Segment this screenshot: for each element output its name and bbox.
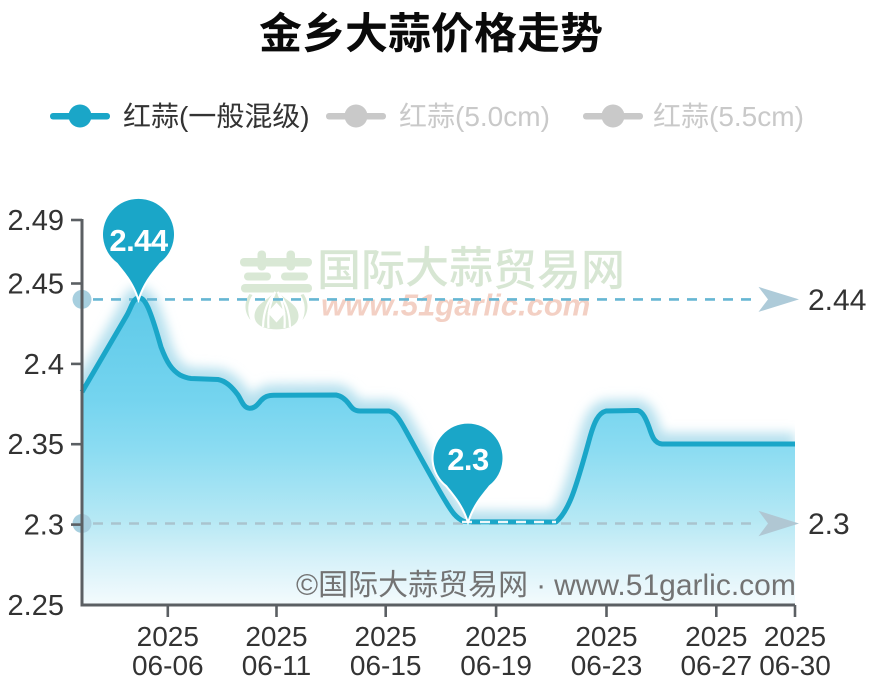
svg-text:(: ( xyxy=(179,101,189,132)
svg-text:2025: 2025 xyxy=(764,621,826,652)
svg-text:·: · xyxy=(536,569,546,602)
svg-text:06-19: 06-19 xyxy=(460,650,532,681)
svg-text:06-06: 06-06 xyxy=(132,650,204,681)
svg-text:06-30: 06-30 xyxy=(759,650,831,681)
svg-text:2.45: 2.45 xyxy=(8,269,64,301)
svg-text:2025: 2025 xyxy=(575,621,637,652)
svg-text:2025: 2025 xyxy=(465,621,527,652)
svg-text:06-11: 06-11 xyxy=(242,650,312,681)
svg-text:2.3: 2.3 xyxy=(24,510,64,542)
svg-text:(5.5cm): (5.5cm) xyxy=(709,101,804,132)
svg-text:2.3: 2.3 xyxy=(447,442,489,477)
svg-text:©: © xyxy=(296,569,318,602)
svg-text:2025: 2025 xyxy=(137,621,199,652)
svg-text:2.35: 2.35 xyxy=(8,429,64,461)
svg-text:2025: 2025 xyxy=(685,621,747,652)
svg-text:2.3: 2.3 xyxy=(808,508,850,541)
svg-text:06-23: 06-23 xyxy=(571,650,643,681)
svg-text:2.4: 2.4 xyxy=(24,349,64,381)
svg-text:2.25: 2.25 xyxy=(8,590,64,622)
svg-text:06-15: 06-15 xyxy=(350,650,422,681)
svg-text:2.44: 2.44 xyxy=(109,223,169,258)
svg-text:): ) xyxy=(300,101,309,132)
svg-text:2.49: 2.49 xyxy=(8,205,64,237)
svg-text:www.51garlic.com: www.51garlic.com xyxy=(553,569,796,602)
svg-text:2025: 2025 xyxy=(355,621,417,652)
svg-text:2025: 2025 xyxy=(245,621,307,652)
svg-text:06-27: 06-27 xyxy=(680,650,752,681)
svg-text:www.51garlic.com: www.51garlic.com xyxy=(321,288,590,323)
svg-text:2.44: 2.44 xyxy=(808,284,866,317)
svg-text:(5.0cm): (5.0cm) xyxy=(455,101,550,132)
